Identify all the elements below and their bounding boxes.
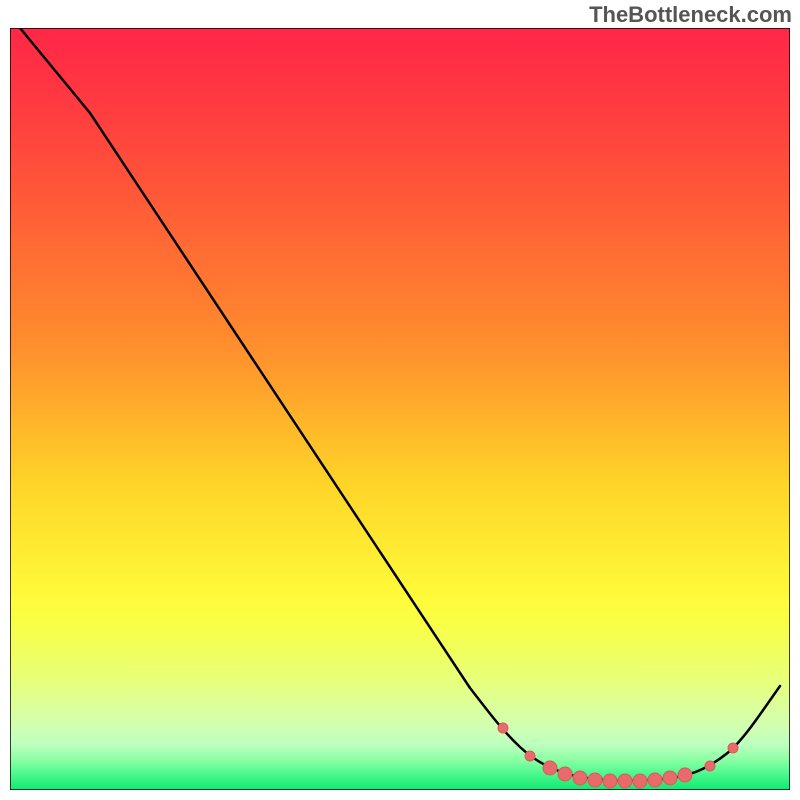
plot-area (10, 28, 790, 790)
curve-marker (525, 751, 535, 761)
curve-marker (705, 761, 715, 771)
curve-marker (558, 767, 572, 781)
curve-marker (543, 761, 557, 775)
curve-marker (588, 773, 602, 787)
curve-marker (663, 771, 677, 785)
curve-marker (603, 774, 617, 788)
curve-marker (678, 768, 692, 782)
plot-background (10, 28, 790, 790)
plot-svg (10, 28, 790, 790)
curve-marker (728, 743, 738, 753)
curve-marker (573, 771, 587, 785)
chart-container: TheBottleneck.com (0, 0, 800, 800)
curve-marker (633, 774, 647, 788)
watermark-text: TheBottleneck.com (589, 2, 792, 28)
curve-marker (498, 723, 508, 733)
curve-marker (618, 774, 632, 788)
curve-marker (648, 773, 662, 787)
